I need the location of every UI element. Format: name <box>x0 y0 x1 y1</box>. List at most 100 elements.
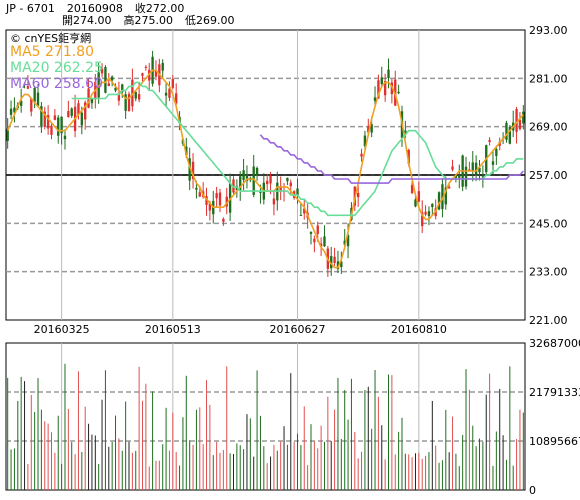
candle-body <box>343 240 346 245</box>
candle-body <box>421 212 424 227</box>
candle-body <box>26 86 30 89</box>
volume-tick-label: 21791333 <box>529 386 580 399</box>
candle-body <box>100 69 104 74</box>
candle-body <box>80 112 84 126</box>
candle-body <box>121 84 124 93</box>
candle-body <box>161 62 164 71</box>
candle-body <box>13 107 16 113</box>
price-tick-label: 269.00 <box>529 121 568 134</box>
candle-body <box>191 161 195 179</box>
candle-body <box>185 146 188 156</box>
candle-body <box>404 130 407 133</box>
candle-body <box>299 214 303 216</box>
candle-body <box>289 182 292 187</box>
candle-body <box>124 94 127 111</box>
x-tick-label: 20160627 <box>270 323 326 336</box>
candle-body <box>333 256 336 264</box>
candle-body <box>407 149 410 164</box>
price-tick-label: 257.00 <box>529 169 568 182</box>
candle-body <box>23 83 26 85</box>
candle-body <box>131 79 134 107</box>
candle-body <box>505 122 508 140</box>
legend-ma5: MA5 271.80 <box>10 44 94 60</box>
open-label: 開274.00 <box>62 14 112 27</box>
candle-body <box>336 261 340 269</box>
x-tick-label: 20160810 <box>391 323 447 336</box>
candle-body <box>296 188 299 196</box>
candle-body <box>107 83 110 87</box>
candle-body <box>380 77 383 84</box>
candle-body <box>340 261 343 268</box>
candle-body <box>488 140 491 142</box>
candle-body <box>424 211 427 215</box>
candle-body <box>303 208 306 214</box>
candle-body <box>36 92 40 106</box>
candle-body <box>188 158 191 181</box>
ma-line-ma60 <box>259 134 524 184</box>
candle-body <box>40 106 43 127</box>
candle-body <box>471 162 474 171</box>
candle-body <box>427 211 431 216</box>
candle-body <box>518 119 522 130</box>
candle-body <box>356 192 360 198</box>
low-label: 低269.00 <box>185 14 235 27</box>
candle-body <box>377 80 380 99</box>
candle-body <box>464 166 468 187</box>
candle-body <box>255 167 259 176</box>
candle-body <box>515 109 518 132</box>
ma-line-ma5 <box>6 69 524 269</box>
candle-body <box>330 256 333 269</box>
price-tick-label: 293.00 <box>529 24 568 37</box>
candle-body <box>6 128 9 141</box>
candle-body <box>491 161 495 165</box>
candle-body <box>137 94 141 100</box>
candle-body <box>346 234 350 247</box>
high-label: 高275.00 <box>123 14 174 27</box>
candle-body <box>53 115 57 120</box>
candle-body <box>454 175 458 178</box>
candle-body <box>144 66 148 68</box>
symbol-label: JP - 6701 <box>6 2 55 15</box>
candle-body <box>417 191 421 202</box>
chart-header: JP - 6701 20160908 收272.00 <box>6 3 196 15</box>
candle-body <box>90 98 94 104</box>
volume-tick-label: 10895667 <box>529 435 580 448</box>
candle-body <box>363 135 367 147</box>
candle-body <box>370 124 373 133</box>
candle-body <box>437 192 441 210</box>
candle-body <box>215 193 218 199</box>
candle-body <box>205 196 208 205</box>
candle-body <box>114 87 117 91</box>
candle-body <box>218 192 222 206</box>
candle-body <box>222 218 225 222</box>
candle-body <box>481 176 485 178</box>
candle-body <box>175 93 178 104</box>
candle-body <box>134 91 137 99</box>
candle-body <box>458 174 461 178</box>
candle-body <box>242 170 245 180</box>
candle-body <box>414 199 417 207</box>
candle-body <box>360 153 363 157</box>
candle-body <box>468 169 471 171</box>
candle-body <box>67 110 70 118</box>
candle-body <box>225 196 228 207</box>
chart-header-row2: 開274.00 高275.00 低269.00 <box>62 15 247 27</box>
candle-body <box>117 93 121 101</box>
candle-body <box>309 231 313 234</box>
candle-body <box>239 176 242 191</box>
candle-body <box>323 236 326 247</box>
candle-body <box>164 92 168 96</box>
date-label: 20160908 <box>66 2 123 15</box>
candle-body <box>252 166 255 195</box>
candle-body <box>127 93 131 112</box>
candle-body <box>279 186 282 192</box>
candle-body <box>208 202 212 211</box>
candle-body <box>319 243 323 247</box>
price-tick-label: 281.00 <box>529 72 568 85</box>
candle-body <box>9 108 13 115</box>
candle-body <box>77 103 80 115</box>
candle-body <box>397 91 400 94</box>
candle-body <box>259 191 262 193</box>
candle-body <box>19 100 23 106</box>
candle-body <box>60 116 63 134</box>
